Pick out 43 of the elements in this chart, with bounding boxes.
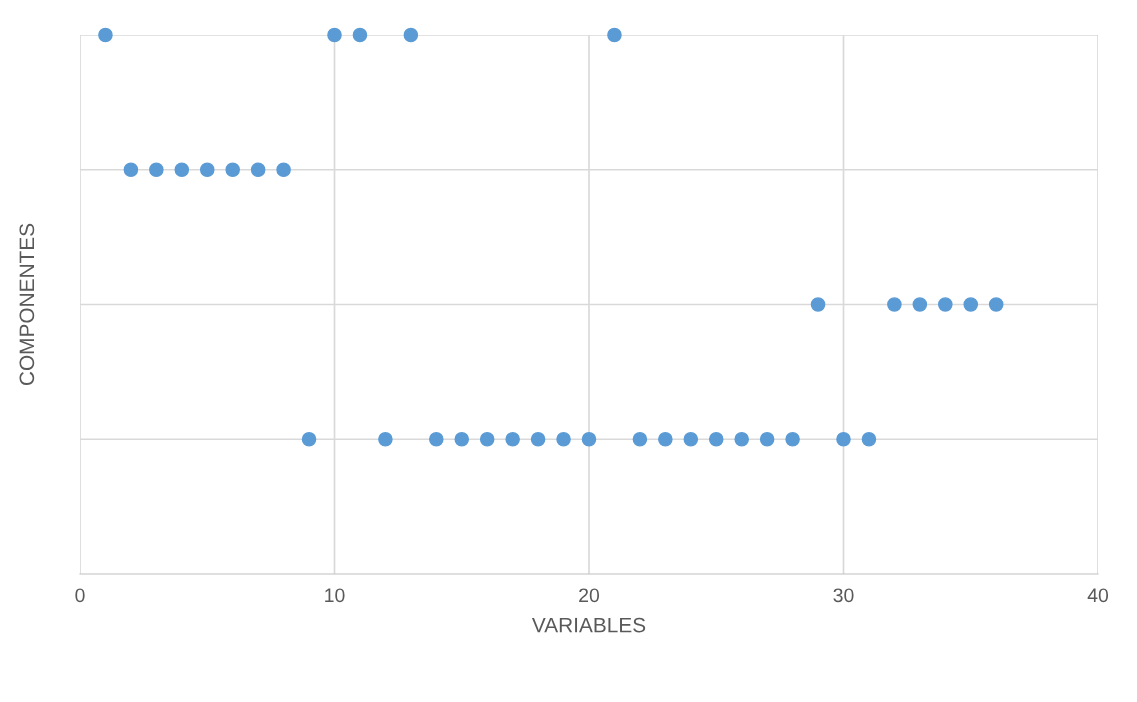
point xyxy=(632,431,648,447)
point xyxy=(403,27,419,43)
point xyxy=(276,162,291,178)
point xyxy=(861,431,877,447)
point xyxy=(301,431,317,447)
x-tick-label: 20 xyxy=(579,588,600,603)
point xyxy=(963,297,979,312)
point xyxy=(785,431,800,447)
point xyxy=(607,27,622,43)
point xyxy=(174,162,190,178)
point xyxy=(734,431,749,447)
y-axis-title: COMPONENTES xyxy=(19,223,35,386)
point xyxy=(887,297,902,312)
x-tick-label: 30 xyxy=(833,588,854,603)
point xyxy=(658,431,673,447)
x-axis-title: VARIABLES xyxy=(531,617,646,633)
point xyxy=(454,431,470,447)
point xyxy=(836,431,851,447)
point xyxy=(912,297,928,312)
point xyxy=(683,431,699,447)
point xyxy=(327,27,342,43)
point xyxy=(199,162,215,178)
point xyxy=(225,162,240,178)
point xyxy=(352,27,368,43)
point xyxy=(708,431,724,447)
point xyxy=(378,431,393,447)
point xyxy=(988,297,1004,312)
x-tick-label: 10 xyxy=(325,588,345,603)
x-tick-label: 40 xyxy=(1087,588,1109,603)
point xyxy=(98,27,113,43)
point xyxy=(429,431,444,447)
point xyxy=(556,431,571,447)
point xyxy=(581,431,597,447)
point xyxy=(149,162,164,178)
point xyxy=(810,297,826,312)
point xyxy=(505,431,520,447)
point xyxy=(123,162,139,178)
point xyxy=(250,162,266,178)
point xyxy=(938,297,953,312)
point xyxy=(759,431,775,447)
x-tick-label: 0 xyxy=(75,588,85,603)
point xyxy=(530,431,546,447)
point xyxy=(479,431,495,447)
